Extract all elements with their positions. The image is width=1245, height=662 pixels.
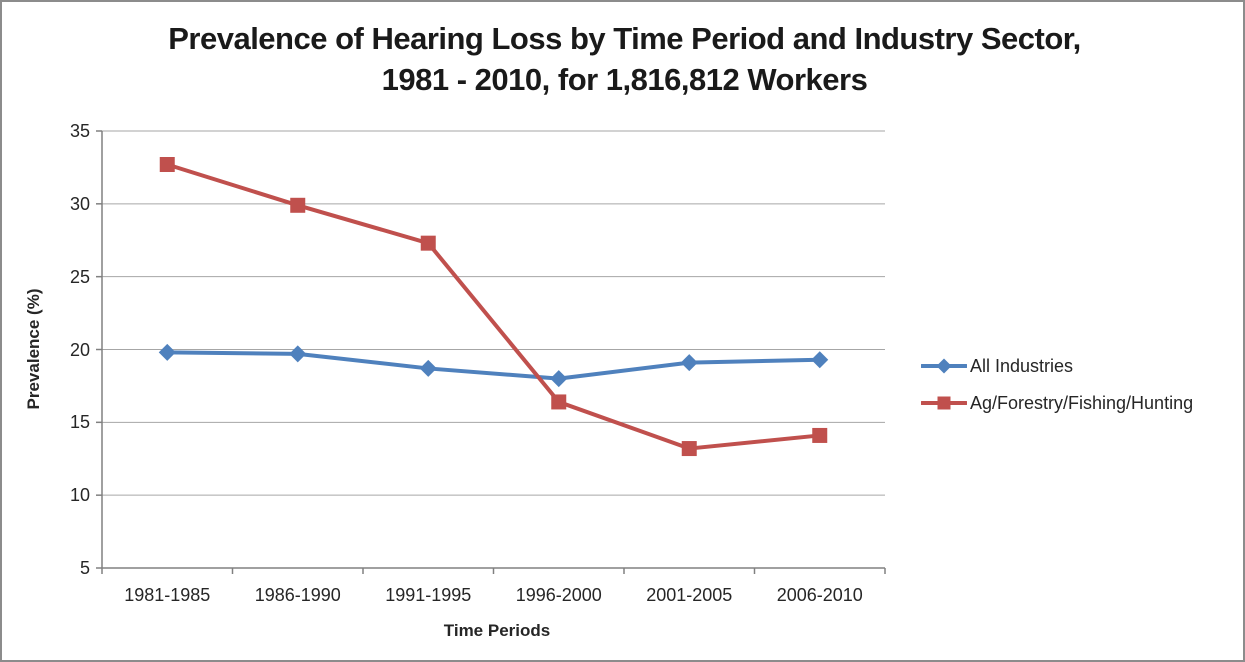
- data-point-square: [812, 427, 828, 443]
- y-tick-label: 35: [69, 121, 90, 141]
- data-point-diamond: [158, 343, 176, 361]
- data-point-diamond: [289, 345, 307, 363]
- chart-title-line1: Prevalence of Hearing Loss by Time Perio…: [168, 21, 1081, 56]
- x-tick-label: 2001-2005: [646, 585, 733, 605]
- y-tick-label: 20: [69, 339, 90, 360]
- data-point-diamond: [419, 359, 437, 377]
- y-tick-label: 10: [69, 485, 90, 506]
- data-point-diamond: [936, 358, 952, 374]
- y-tick-label: 25: [69, 266, 90, 287]
- legend-label: All Industries: [970, 355, 1074, 376]
- x-tick-label: 1996-2000: [515, 585, 602, 605]
- series-line: [165, 350, 822, 381]
- chart-title-line2: 1981 - 2010, for 1,816,812 Workers: [381, 62, 868, 97]
- x-tick-label: 2006-2010: [776, 585, 863, 605]
- chart-title: Prevalence of Hearing Loss by Time Perio…: [2, 18, 1243, 100]
- legend-item: Ag/Forestry/Fishing/Hunting: [921, 389, 1193, 417]
- y-tick-label: 30: [69, 193, 90, 214]
- y-tick-label: 15: [69, 412, 90, 433]
- data-point-diamond: [811, 351, 829, 369]
- data-point-square: [937, 396, 951, 410]
- legend-item: All Industries: [921, 352, 1193, 380]
- series-line: [165, 162, 822, 451]
- y-tick-label: 5: [79, 558, 90, 578]
- legend: All Industries Ag/Forestry/Fishing/Huntin…: [921, 352, 1193, 417]
- x-tick-label: 1981-1985: [124, 585, 211, 605]
- legend-marker-diamond-icon: [921, 358, 967, 374]
- legend-label: Ag/Forestry/Fishing/Hunting: [970, 392, 1194, 413]
- data-point-square: [551, 394, 567, 410]
- x-tick-label: 1986-1990: [254, 585, 341, 605]
- legend-marker-square-icon: [921, 396, 967, 410]
- data-point-diamond: [550, 370, 568, 388]
- x-tick-label: 1991-1995: [385, 585, 472, 605]
- data-point-square: [159, 157, 175, 173]
- data-point-square: [290, 197, 306, 213]
- data-point-square: [420, 235, 436, 251]
- data-point-diamond: [680, 354, 698, 372]
- x-axis-title: Time Periods: [443, 621, 551, 640]
- data-point-square: [681, 441, 697, 457]
